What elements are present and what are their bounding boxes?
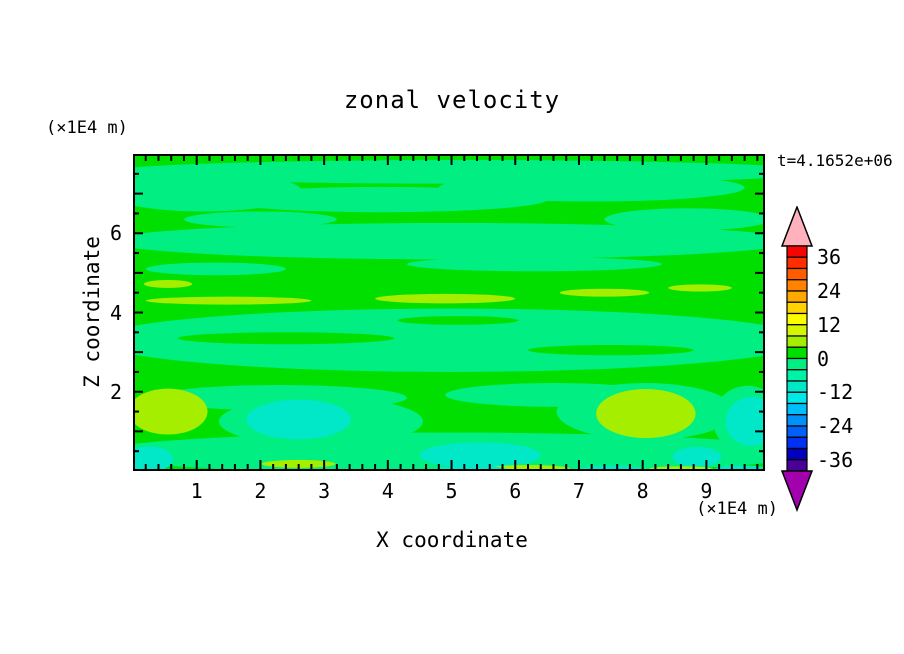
colorbar — [781, 206, 814, 512]
plot-border — [133, 154, 765, 471]
colorbar-segment-12..16 — [786, 312, 808, 326]
colorbar-segment--12..-8 — [786, 380, 808, 393]
contour-region-4..8 — [559, 288, 650, 297]
z-tick-label: 4 — [109, 300, 122, 325]
colorbar-segment--8..-4 — [786, 369, 808, 382]
colorbar-segment-0..4 — [786, 346, 808, 360]
contour-region--4..0 — [406, 257, 662, 272]
contour-region--4..0 — [145, 262, 286, 276]
contour-region-4..8 — [134, 388, 208, 435]
x-tick-label: 2 — [254, 479, 267, 503]
colorbar-label: 12 — [817, 312, 842, 337]
x-tick-label: 1 — [190, 479, 203, 503]
contour-region-0..4 — [528, 344, 694, 356]
axis-ticks — [135, 156, 763, 469]
colorbar-segment--40..-36 — [786, 459, 808, 472]
x-tick-label: 4 — [381, 479, 394, 503]
colorbar-label: 36 — [817, 245, 842, 270]
colorbar-segment-20..24 — [786, 290, 808, 303]
x-tick-label: 3 — [318, 479, 331, 503]
colorbar-segment-16..20 — [786, 301, 808, 315]
contour-region-4..8 — [668, 284, 732, 292]
colorbar-segment--20..-16 — [786, 402, 808, 416]
contour-region-4..8 — [596, 388, 696, 439]
time-annotation: t=4.1652e+06 — [777, 151, 893, 170]
contour-region-4..8 — [261, 459, 336, 468]
contour-region-0..4 — [177, 332, 395, 345]
colorbar-over-arrow — [781, 206, 814, 247]
contour-region--4..0 — [134, 222, 764, 260]
contour-field — [134, 155, 764, 470]
colorbar-label: -12 — [817, 380, 854, 405]
colorbar-under-arrow — [781, 470, 814, 512]
contour-region--4..0 — [183, 211, 337, 228]
x-tick-label: 9 — [700, 479, 713, 503]
colorbar-segment-24..28 — [786, 279, 808, 292]
contour-region--12..-8 — [715, 465, 764, 470]
x-tick-label: 5 — [445, 479, 458, 503]
colorbar-segment-4..8 — [786, 335, 808, 348]
z-tick-label: 2 — [109, 379, 122, 404]
contour-region--4..0 — [438, 173, 745, 202]
chart-title: zonal velocity — [343, 86, 561, 114]
contour-region-0..4 — [397, 316, 519, 325]
x-tick-label: 8 — [636, 479, 649, 503]
colorbar-segment-28..32 — [786, 267, 808, 281]
contour-region-4..8 — [145, 296, 312, 305]
contour-plot — [133, 154, 765, 471]
colorbar-segment--16..-12 — [786, 391, 808, 405]
x-axis-unit-label: (×1E4 m) — [696, 499, 778, 519]
contour-region--4..0 — [604, 208, 764, 231]
x-tick-label: 7 — [572, 479, 585, 503]
colorbar-segment--32..-28 — [786, 436, 808, 450]
colorbar-label: -36 — [817, 447, 854, 472]
colorbar-segment-36..40 — [786, 245, 808, 258]
contour-region--12..-8 — [672, 446, 722, 468]
colorbar-label: -24 — [817, 414, 854, 438]
colorbar-segment-8..12 — [786, 324, 808, 337]
colorbar-segment--28..-24 — [786, 425, 808, 438]
y-axis-unit-label: (×1E4 m) — [46, 118, 128, 138]
contour-region--12..-8 — [434, 465, 507, 470]
contour-region--12..-8 — [134, 446, 174, 470]
colorbar-segment-32..36 — [786, 256, 808, 270]
contour-region--12..-8 — [581, 465, 641, 470]
colorbar-segment--36..-32 — [786, 447, 808, 461]
colorbar-segment--24..-20 — [786, 414, 808, 427]
contour-region--4..0 — [134, 308, 764, 372]
contour-region--12..-8 — [419, 442, 541, 468]
colorbar-label: 24 — [817, 279, 842, 303]
contour-region-4..8 — [375, 293, 516, 304]
x-tick-label: 6 — [509, 479, 522, 503]
z-tick-label: 6 — [109, 221, 122, 246]
contour-region--12..-8 — [246, 399, 351, 440]
colorbar-label: 0 — [817, 346, 830, 371]
colorbar-segment--4..0 — [786, 357, 808, 371]
contour-region--12..-8 — [725, 396, 764, 447]
x-axis-title: X coordinate — [376, 528, 528, 552]
contour-region-4..8 — [143, 280, 193, 288]
